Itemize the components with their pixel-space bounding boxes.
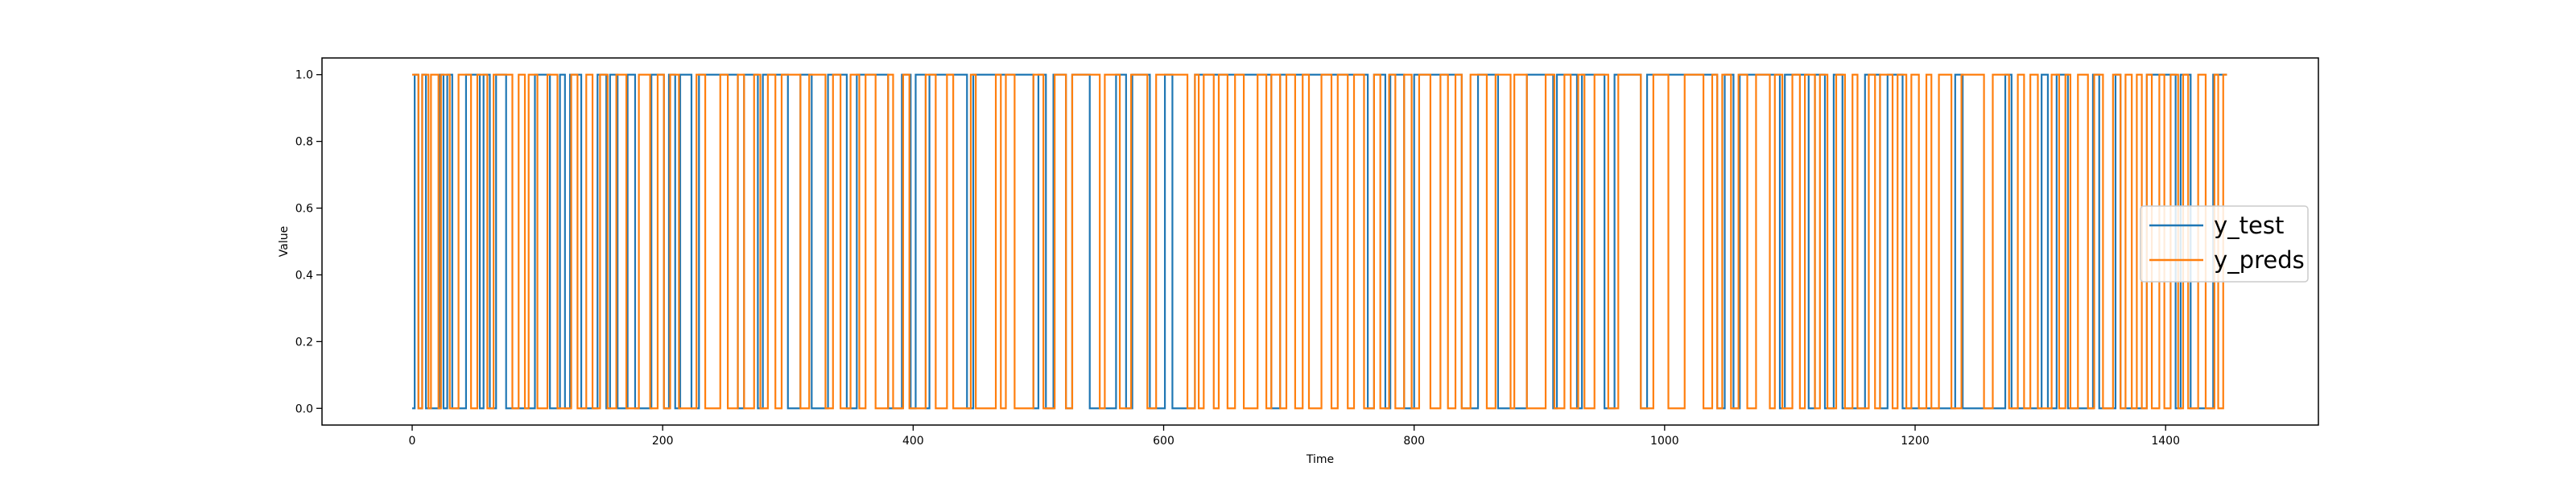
x-tick-label: 400 xyxy=(902,435,924,448)
series-line-y-preds xyxy=(412,73,2227,410)
y-tick-label: 1.0 xyxy=(295,69,313,82)
x-tick-label: 1400 xyxy=(2151,435,2180,448)
y-axis: 0.0 0.2 0.4 0.6 0.8 1.0 xyxy=(295,69,322,415)
x-tick-label: 1000 xyxy=(1650,435,1679,448)
y-tick-label: 0.6 xyxy=(295,203,313,216)
legend-label-y-preds: y_preds xyxy=(2214,246,2305,274)
y-tick-label: 0.4 xyxy=(295,269,313,282)
x-tick-label: 0 xyxy=(409,435,416,448)
series-layer xyxy=(412,73,2227,410)
y-axis-title: Value xyxy=(278,226,291,257)
x-tick-label: 800 xyxy=(1403,435,1425,448)
legend-label-y-test: y_test xyxy=(2214,212,2284,239)
y-tick-label: 0.8 xyxy=(295,136,313,149)
y-tick-label: 0.0 xyxy=(295,402,313,415)
x-axis-title: Time xyxy=(1306,453,1334,466)
legend: y_test y_preds xyxy=(2140,205,2309,283)
x-tick-label: 1200 xyxy=(1901,435,1930,448)
x-tick-label: 600 xyxy=(1153,435,1174,448)
x-axis: 0 200 400 600 800 1000 1200 1400 xyxy=(409,425,2180,448)
x-tick-label: 200 xyxy=(652,435,674,448)
plot-frame xyxy=(321,57,2319,426)
y-tick-label: 0.2 xyxy=(295,336,313,349)
